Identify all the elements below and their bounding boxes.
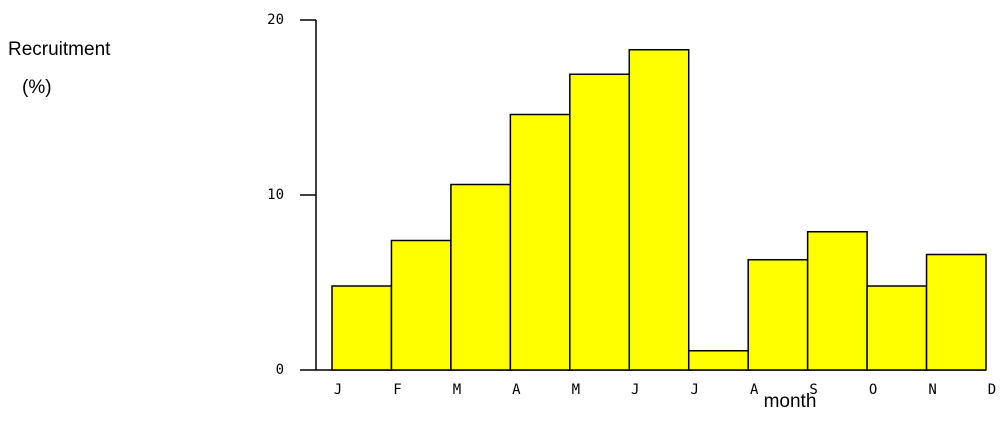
y-tick-label: 10 — [267, 187, 284, 203]
x-tick-label: N — [928, 382, 936, 398]
y-axis-label: Recruitment — [8, 39, 111, 60]
bar — [509, 113, 571, 371]
y-axis-label: (%) — [22, 77, 52, 98]
bar — [687, 350, 749, 371]
bar — [866, 285, 928, 371]
bar — [390, 239, 452, 371]
x-tick-label: J — [691, 382, 699, 398]
x-tick-label: A — [750, 382, 759, 398]
bar — [925, 253, 987, 371]
bar — [628, 49, 690, 371]
bar — [747, 259, 809, 371]
y-tick-label: 20 — [267, 12, 284, 28]
x-tick-label: M — [453, 382, 461, 398]
x-tick-label: D — [988, 382, 996, 398]
bar — [331, 285, 393, 371]
x-tick-label: O — [869, 382, 877, 398]
x-tick-label: S — [809, 382, 817, 398]
x-tick-label: J — [334, 382, 342, 398]
y-tick-label: 0 — [276, 362, 284, 378]
bar — [569, 73, 631, 371]
x-tick-label: A — [512, 382, 521, 398]
x-tick-label: F — [393, 382, 401, 398]
x-tick-label: J — [631, 382, 639, 398]
x-tick-label: M — [572, 382, 580, 398]
bar — [450, 183, 512, 371]
bar — [806, 231, 868, 371]
x-axis-label: month — [764, 391, 817, 412]
